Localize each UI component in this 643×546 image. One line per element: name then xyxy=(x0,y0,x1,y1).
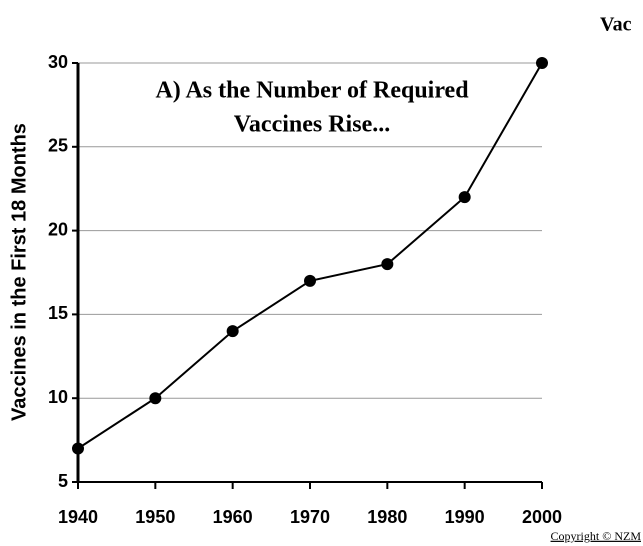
cut-off-heading: Vac xyxy=(600,14,632,36)
y-tick-label: 15 xyxy=(48,303,68,323)
copyright: Copyright © NZM xyxy=(551,529,642,543)
chart-title: A) As the Number of Required xyxy=(155,78,469,104)
point xyxy=(458,191,471,204)
y-tick-label: 10 xyxy=(48,387,68,407)
x-tick-label: 2000 xyxy=(522,507,562,527)
x-tick-label: 1960 xyxy=(213,507,253,527)
y-axis-label: Vaccines in the First 18 Months xyxy=(8,123,30,421)
x-tick-label: 1950 xyxy=(135,507,175,527)
y-tick-label: 5 xyxy=(58,471,68,491)
point xyxy=(226,325,239,338)
chart-title: Vaccines Rise... xyxy=(234,112,390,138)
x-tick-label: 1940 xyxy=(58,507,98,527)
point xyxy=(149,392,162,405)
point xyxy=(72,442,84,455)
y-tick-label: 20 xyxy=(48,219,68,239)
point xyxy=(381,258,394,271)
x-tick-label: 1970 xyxy=(290,507,330,527)
y-tick-label: 25 xyxy=(48,136,68,156)
x-tick-label: 1980 xyxy=(367,507,407,527)
point xyxy=(536,57,548,69)
y-tick-label: 30 xyxy=(48,52,68,72)
point xyxy=(304,274,316,287)
x-tick-label: 1990 xyxy=(445,507,485,527)
